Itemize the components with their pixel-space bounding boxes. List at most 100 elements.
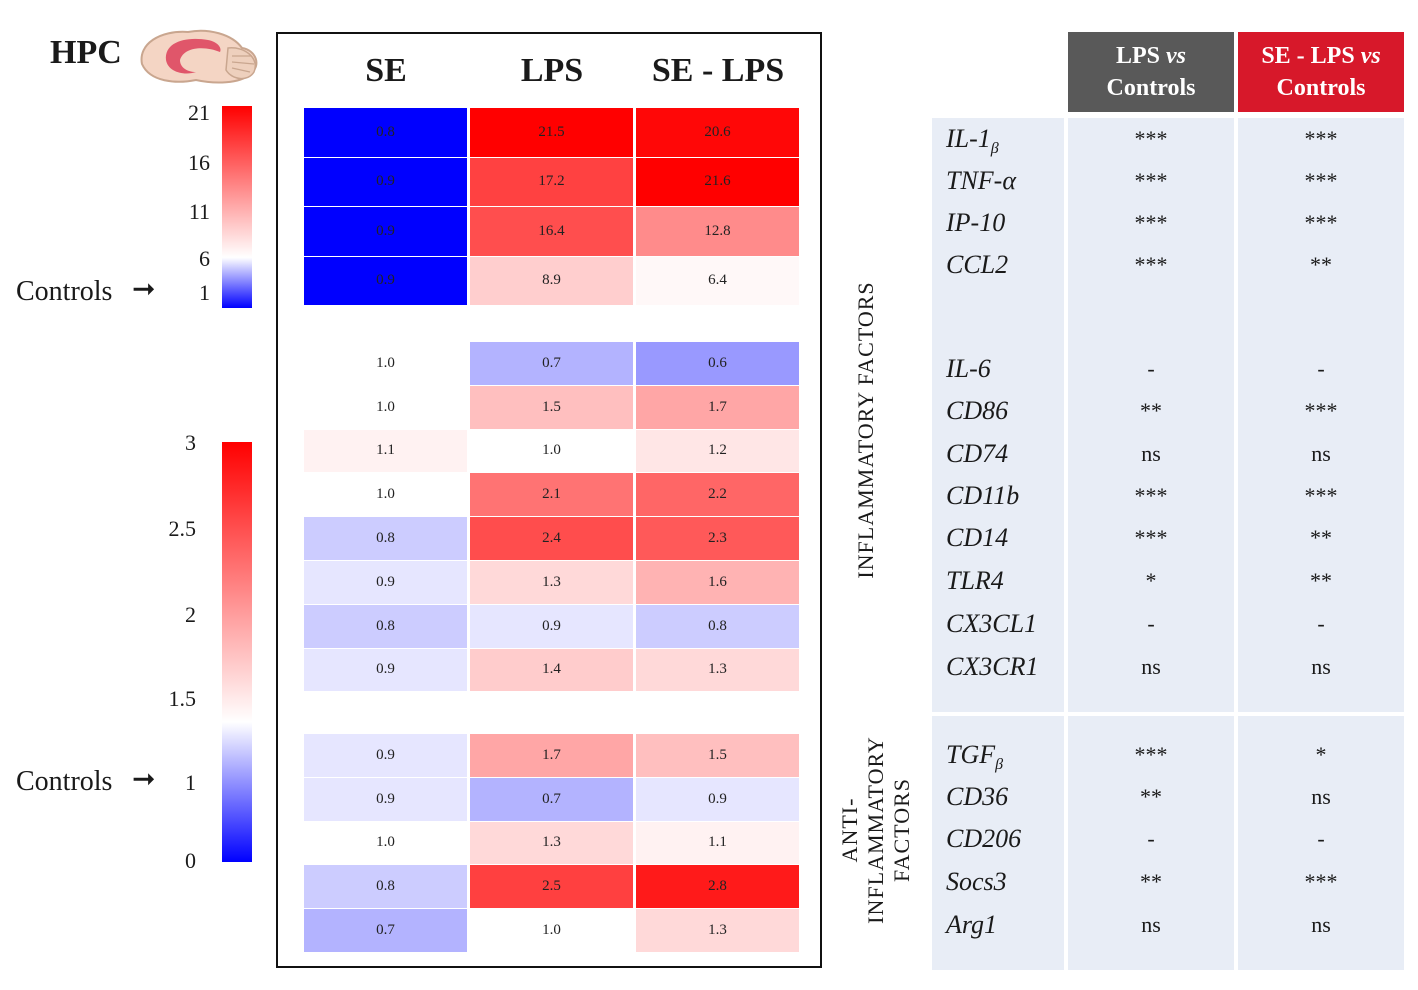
anti-label-line1: ANTI-	[837, 797, 862, 863]
gene-text: IL-6	[946, 354, 991, 383]
heatmap-cell-g1-r4-c3: 6.4	[636, 256, 799, 305]
heatmap-cell-g2-r8-c3: 1.3	[636, 648, 799, 692]
heatmap-cell-g2-r4-c3: 2.2	[636, 473, 799, 517]
inflammatory-factors-label: INFLAMMATORY FACTORS	[853, 281, 878, 579]
gene-text: IL-1	[946, 124, 991, 153]
gene-text: CD206	[946, 824, 1022, 853]
sig-lps-8: ***	[1134, 483, 1168, 508]
gene-name-1: IL-1β	[946, 124, 999, 158]
heatmap-cell-g1-r3-c1: 0.9	[304, 207, 467, 256]
gene-text: CD36	[946, 782, 1009, 811]
gene-text: CCL2	[946, 250, 1009, 279]
heatmap-cell-g2-r1-c3: 0.6	[636, 342, 799, 385]
heatmap-cell-g1-r1-c2: 21.5	[470, 108, 633, 157]
sig-lps-2: ***	[1134, 168, 1168, 193]
heatmap-cell-g1-r3-c2: 16.4	[470, 207, 633, 256]
table-bg-genes-1	[932, 118, 1064, 712]
colorbar-top-tick-4: 1	[199, 280, 210, 305]
sig-selps-6: ***	[1304, 398, 1338, 423]
sig-lps-13: ***	[1134, 742, 1168, 767]
heatmap-cell-g2-r7-c3: 0.8	[636, 604, 799, 648]
heatmap-cell-g2-r5-c3: 2.3	[636, 517, 799, 560]
colorbar-top-tick-0: 21	[188, 100, 210, 125]
heatmap-cell-g2-r3-c3: 1.2	[636, 429, 799, 473]
gene-text: CD11b	[946, 481, 1020, 510]
header-selps-line1: SE - LPS	[1261, 43, 1361, 69]
heatmap-cell-g2-r2-c2: 1.5	[470, 385, 633, 429]
sig-lps-7: ns	[1141, 441, 1161, 466]
heatmap-cell-g3-r5-c3: 1.3	[636, 909, 799, 952]
column-header-lps: LPS	[520, 52, 584, 89]
sig-selps-16: ***	[1304, 869, 1338, 894]
colorbar-bottom-tick-4: 1	[185, 770, 196, 795]
gene-name-15: CD206	[946, 824, 1021, 854]
gene-name-9: CD14	[946, 523, 1008, 553]
heatmap-cell-g3-r1-c1: 0.9	[304, 734, 467, 777]
sig-lps-17: ns	[1141, 912, 1161, 937]
sig-lps-3: ***	[1134, 210, 1168, 235]
gene-text: CD74	[946, 439, 1009, 468]
table-bg-lps-1	[1068, 118, 1234, 712]
colorbar-top	[222, 106, 252, 308]
region-title: HPC	[50, 34, 122, 71]
sig-lps-9: ***	[1134, 525, 1168, 550]
arrow-icon-bottom: ➞	[132, 764, 156, 795]
sig-selps-12: ns	[1311, 654, 1331, 679]
colorbar-bottom-tick-5: 0	[185, 848, 196, 873]
heatmap-cell-g2-r3-c2: 1.0	[470, 429, 633, 473]
sig-lps-16: **	[1140, 869, 1162, 894]
gene-name-14: CD36	[946, 782, 1008, 812]
gene-text: TNF-α	[946, 166, 1016, 195]
table-bg-lps-2	[1068, 716, 1234, 970]
table-header-selps-vs-controls: SE - LPS vs Controls	[1238, 32, 1404, 112]
gene-text: TGF	[946, 740, 996, 769]
heatmap-cell-g3-r3-c3: 1.1	[636, 821, 799, 865]
gene-name-6: CD86	[946, 396, 1008, 426]
heatmap-cell-g3-r5-c2: 1.0	[470, 909, 633, 952]
heatmap-cell-g3-r4-c1: 0.8	[304, 865, 467, 909]
sig-selps-4: **	[1310, 252, 1332, 277]
sig-selps-14: ns	[1311, 784, 1331, 809]
heatmap-cell-g2-r1-c1: 1.0	[304, 342, 467, 385]
gene-name-11: CX3CL1	[946, 609, 1037, 639]
gene-text: IP-10	[946, 208, 1006, 237]
sig-lps-4: ***	[1134, 252, 1168, 277]
heatmap-cell-g1-r2-c2: 17.2	[470, 157, 633, 206]
sig-selps-13: *	[1315, 742, 1327, 767]
heatmap-cell-g2-r8-c2: 1.4	[470, 648, 633, 692]
anti-label-line3: FACTORS	[889, 778, 914, 883]
table-bg-genes-2	[932, 716, 1064, 970]
anti-inflammatory-factors-label: ANTI- INFLAMMATORY FACTORS	[837, 736, 915, 924]
anti-label-line2: INFLAMMATORY	[863, 736, 888, 924]
sig-selps-8: ***	[1304, 483, 1338, 508]
sig-selps-10: **	[1310, 568, 1332, 593]
heatmap-cell-g2-r6-c3: 1.6	[636, 561, 799, 604]
heatmap-cell-g2-r3-c1: 1.1	[304, 429, 467, 473]
sig-selps-15: -	[1317, 826, 1325, 851]
heatmap-cell-g3-r4-c2: 2.5	[470, 865, 633, 909]
heatmap-cell-g3-r4-c3: 2.8	[636, 865, 799, 909]
sig-selps-9: **	[1310, 525, 1332, 550]
sig-lps-15: -	[1147, 826, 1155, 851]
heatmap-cell-g2-r8-c1: 0.9	[304, 648, 467, 692]
gene-subscript: β	[995, 756, 1004, 774]
brain-icon	[140, 29, 258, 84]
gene-name-7: CD74	[946, 439, 1008, 469]
controls-label-top: Controls	[16, 276, 113, 307]
heatmap-cell-g2-r1-c2: 0.7	[470, 342, 633, 385]
arrow-icon-top: ➞	[132, 274, 156, 305]
heatmap-cell-g2-r2-c3: 1.7	[636, 385, 799, 429]
header-lps-line2: Controls	[1106, 75, 1196, 101]
header-lps-line1: LPS	[1115, 43, 1166, 69]
gene-name-8: CD11b	[946, 481, 1019, 511]
gene-name-12: CX3CR1	[946, 652, 1038, 682]
sig-lps-6: **	[1140, 398, 1162, 423]
heatmap-cell-g2-r6-c1: 0.9	[304, 561, 467, 604]
colorbar-top-tick-2: 11	[188, 199, 210, 224]
heatmap-cell-g1-r4-c2: 8.9	[470, 256, 633, 305]
colorbar-top-tick-3: 6	[199, 246, 210, 271]
sig-selps-11: -	[1317, 611, 1325, 636]
heatmap-cell-g2-r5-c1: 0.8	[304, 517, 467, 560]
heatmap-cell-g2-r2-c1: 1.0	[304, 385, 467, 429]
sig-selps-17: ns	[1311, 912, 1331, 937]
